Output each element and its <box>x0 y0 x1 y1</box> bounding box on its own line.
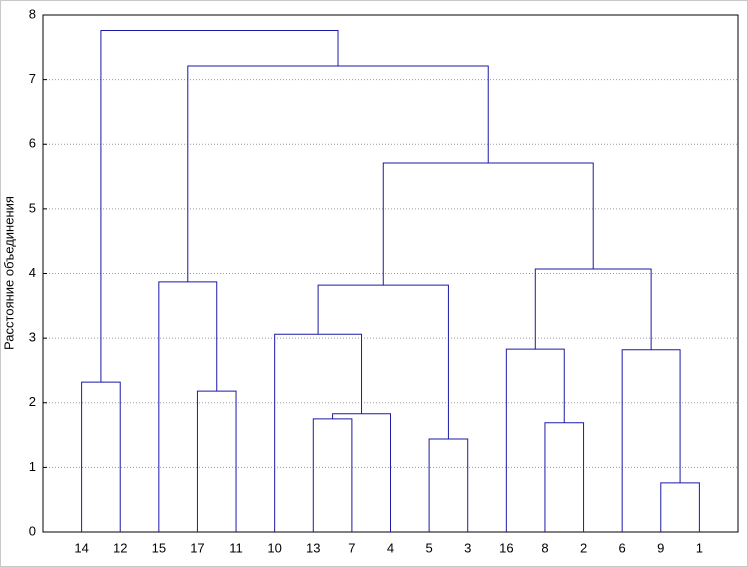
leaf-label: 15 <box>152 540 166 555</box>
y-tick-label: 1 <box>29 459 36 474</box>
leaf-label: 12 <box>113 540 127 555</box>
y-tick-label: 2 <box>29 394 36 409</box>
y-tick-label: 7 <box>29 71 36 86</box>
y-tick-label: 6 <box>29 136 36 151</box>
y-tick-label: 4 <box>29 265 36 280</box>
leaf-label: 3 <box>464 540 471 555</box>
y-tick-label: 0 <box>29 523 36 538</box>
leaf-label: 11 <box>229 540 243 555</box>
merge-link <box>317 284 449 439</box>
leaf-label: 2 <box>580 540 587 555</box>
y-axis-label: Расстояние объединения <box>1 196 16 350</box>
leaf-label: 17 <box>190 540 204 555</box>
y-tick-label: 8 <box>29 6 36 21</box>
leaf-label: 6 <box>619 540 626 555</box>
leaf-label: 8 <box>541 540 548 555</box>
y-tick-label: 3 <box>29 330 36 345</box>
leaf-label: 10 <box>267 540 281 555</box>
leaf-label: 14 <box>74 540 88 555</box>
leaf-label: 7 <box>348 540 355 555</box>
merge-link <box>100 30 339 383</box>
leaf-label: 16 <box>499 540 513 555</box>
y-tick-label: 5 <box>29 200 36 215</box>
merge-link <box>544 422 585 532</box>
merge-link <box>621 349 681 532</box>
leaf-label: 9 <box>657 540 664 555</box>
leaf-label: 4 <box>387 540 394 555</box>
leaf-label: 13 <box>306 540 320 555</box>
leaf-label: 5 <box>425 540 432 555</box>
leaf-label: 1 <box>696 540 703 555</box>
